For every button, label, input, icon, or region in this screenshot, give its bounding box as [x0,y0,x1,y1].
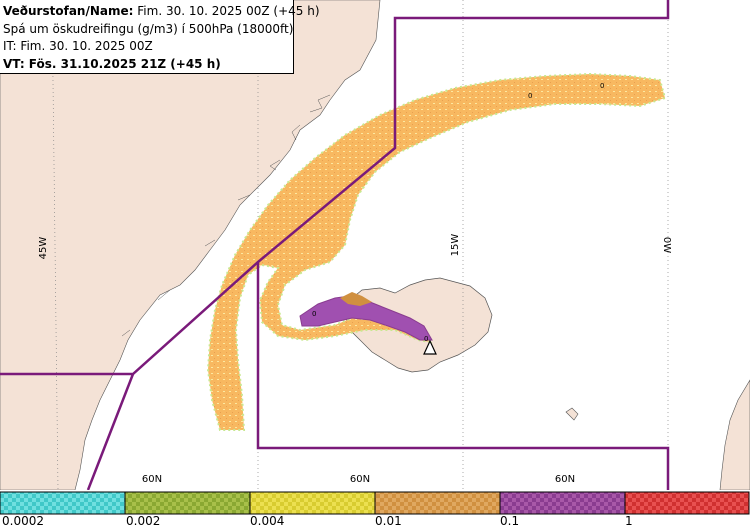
norway-land [719,379,750,490]
greenland-coast-detail [121,94,331,337]
legend-swatch [374,491,501,515]
legend-label: 0.0002 [2,514,44,528]
forecast-info-box: Veðurstofan/Name: Fim. 30. 10. 2025 00Z … [0,0,320,74]
lon-label-15w: 15W [450,234,461,257]
volcano-icon [423,339,437,355]
contour-label: 0 [312,310,316,318]
legend-swatch [0,491,126,515]
ash-dispersion-map: 0 0 0 0 45W 15W 0W 60N 60N 60N [0,0,750,490]
forecast-description: Spá um öskudreifingu (g/m3) í 500hPa (18… [3,21,294,36]
lat-label: 60N [555,474,575,485]
legend-label: 0.002 [126,514,161,528]
name-label: Veðurstofan/Name: [3,4,134,18]
greenland-land [0,0,381,490]
legend-swatch [499,491,626,515]
legend-swatch [249,491,376,515]
legend-label: 0.004 [250,514,285,528]
initial-time: IT: Fim. 30. 10. 2025 00Z [3,39,153,53]
legend-swatch [624,491,750,515]
name-value: Fim. 30. 10. 2025 00Z (+45 h) [137,4,320,18]
lat-label: 60N [142,474,162,485]
legend-label: 0.1 [500,514,520,528]
contour-label: 0 [528,92,532,100]
valid-time: VT: Fös. 31.10.2025 21Z (+45 h) [3,56,221,71]
ash-plume-low [206,72,667,431]
fir-boundary [0,0,670,490]
contour-label: 0 [424,335,428,343]
lon-label-0w: 0W [661,237,672,253]
legend-label: 1 [625,514,633,528]
legend-label: 0.01 [375,514,402,528]
lat-label: 60N [350,474,370,485]
ash-plume-high-core [340,292,372,306]
contour-label: 0 [600,82,604,90]
faroe-islands [565,407,579,421]
lon-label-45w: 45W [38,237,49,260]
legend-swatch [124,491,251,515]
concentration-legend [0,490,750,532]
